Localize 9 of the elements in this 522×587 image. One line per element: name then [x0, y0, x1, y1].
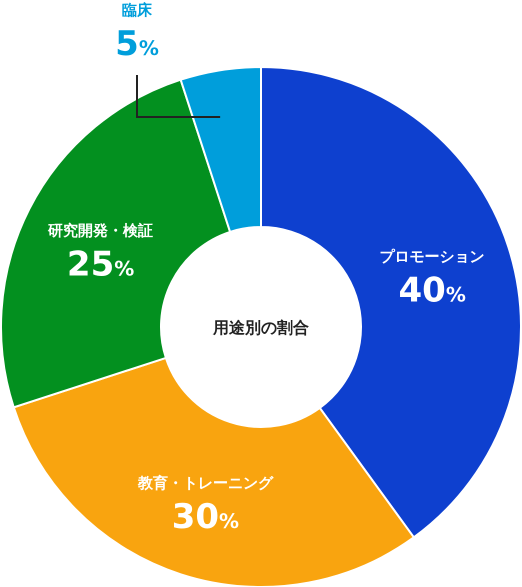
data-label: 40% [398, 270, 466, 310]
data-label: 5% [115, 24, 159, 64]
slice-label: プロモーション [380, 247, 485, 266]
text: 用途別の割合 [212, 318, 309, 337]
data-label: 25% [66, 244, 134, 284]
data-label: 30% [172, 497, 240, 538]
slice-label: 研究開発・検証 [47, 221, 154, 240]
slice-label: 臨床 [122, 1, 153, 19]
slice-label: 教育・トレーニング [136, 474, 274, 492]
